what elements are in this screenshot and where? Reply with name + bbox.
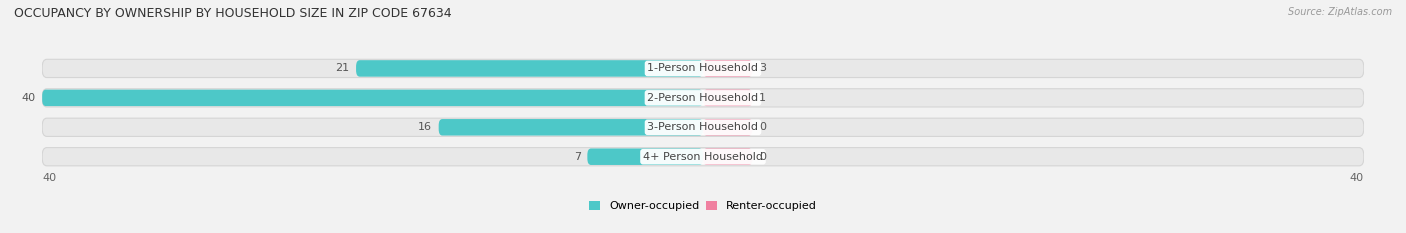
FancyBboxPatch shape [42,89,1364,107]
Text: 21: 21 [336,63,350,73]
FancyBboxPatch shape [703,90,752,106]
FancyBboxPatch shape [42,59,1364,78]
FancyBboxPatch shape [42,118,1364,136]
Text: 16: 16 [418,122,432,132]
Text: 4+ Person Household: 4+ Person Household [643,152,763,162]
Text: 0: 0 [759,122,766,132]
Text: 40: 40 [21,93,35,103]
FancyBboxPatch shape [703,119,752,136]
Text: 1-Person Household: 1-Person Household [648,63,758,73]
Text: OCCUPANCY BY OWNERSHIP BY HOUSEHOLD SIZE IN ZIP CODE 67634: OCCUPANCY BY OWNERSHIP BY HOUSEHOLD SIZE… [14,7,451,20]
Text: Source: ZipAtlas.com: Source: ZipAtlas.com [1288,7,1392,17]
Text: 1: 1 [759,93,766,103]
Text: 3-Person Household: 3-Person Household [648,122,758,132]
FancyBboxPatch shape [703,148,752,165]
Text: 2-Person Household: 2-Person Household [647,93,759,103]
Text: 7: 7 [574,152,581,162]
Text: 3: 3 [759,63,766,73]
FancyBboxPatch shape [356,60,703,77]
Text: 40: 40 [1350,173,1364,183]
FancyBboxPatch shape [588,148,703,165]
FancyBboxPatch shape [42,90,703,106]
Text: 0: 0 [759,152,766,162]
FancyBboxPatch shape [703,60,752,77]
Text: 40: 40 [42,173,56,183]
FancyBboxPatch shape [42,147,1364,166]
Legend: Owner-occupied, Renter-occupied: Owner-occupied, Renter-occupied [589,201,817,211]
FancyBboxPatch shape [439,119,703,136]
